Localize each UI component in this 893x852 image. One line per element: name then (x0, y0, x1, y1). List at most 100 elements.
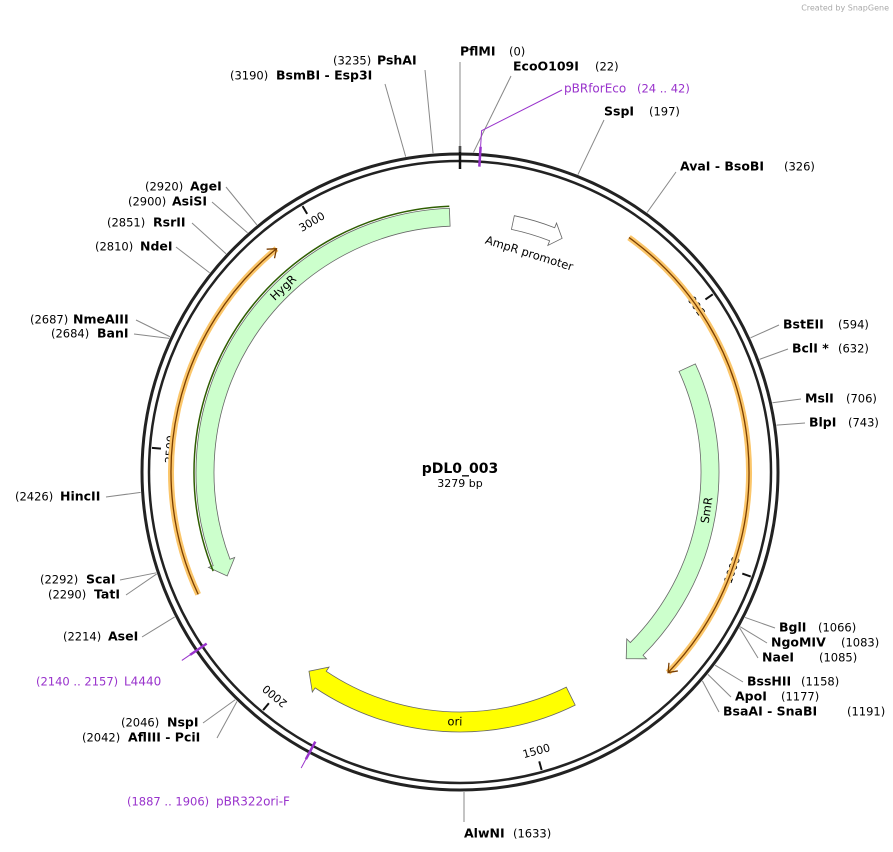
primer-range: (2140 .. 2157) (36, 675, 118, 689)
enzyme-site (424, 69, 434, 154)
tick-label: 3000 (297, 209, 328, 234)
enzyme-position: (594) (838, 318, 869, 332)
feature-arrow (625, 363, 720, 660)
enzyme-position: (1158) (801, 675, 839, 689)
enzyme-position: (22) (595, 60, 619, 74)
enzyme-position: (2290) (48, 588, 86, 602)
primer-mark (189, 642, 208, 656)
enzyme-site (175, 246, 210, 274)
enzyme-site (119, 572, 157, 581)
tick-mark (301, 205, 309, 215)
enzyme-site (135, 319, 171, 338)
enzyme-name: NmeAIII (73, 312, 129, 327)
enzyme-position: (743) (848, 416, 879, 430)
primer-leader (181, 654, 191, 661)
enzyme-site (133, 333, 170, 339)
enzyme-name: BanI (97, 326, 129, 341)
enzyme-name: AseI (108, 629, 138, 644)
enzyme-position: (1066) (818, 621, 856, 635)
enzyme-position: (197) (649, 105, 680, 119)
enzyme-name: AsiSI (172, 194, 207, 209)
enzyme-name: MslI (805, 391, 834, 406)
enzyme-name: AlwNI (464, 826, 505, 841)
primer-mark (304, 741, 317, 760)
tick-mark (741, 572, 752, 578)
feature-arrow (195, 207, 451, 577)
enzyme-site (646, 171, 677, 213)
enzyme-site (772, 398, 802, 404)
enzyme-site (714, 664, 744, 683)
enzyme-site (211, 201, 248, 234)
enzyme-position: (3235) (333, 54, 371, 68)
enzyme-position: (1191) (847, 705, 885, 719)
primer-mark (478, 146, 482, 167)
enzyme-position: (1633) (513, 827, 551, 841)
enzyme-site (202, 699, 236, 724)
enzyme-name: NdeI (140, 239, 173, 254)
enzyme-name: AflIII - PciI (128, 730, 200, 745)
enzyme-position: (2046) (121, 716, 159, 730)
enzyme-name: SspI (604, 104, 634, 119)
feature-label: ori (447, 714, 462, 728)
enzyme-name: BssHII (747, 674, 791, 689)
plasmid-name: pDL0_003 (422, 461, 499, 477)
enzyme-site (776, 422, 806, 426)
enzyme-position: (2810) (95, 240, 133, 254)
enzyme-site (707, 673, 732, 698)
enzyme-name: BlpI (809, 415, 836, 430)
enzyme-name: BsaAI - SnaBI (723, 704, 817, 719)
enzyme-position: (1177) (781, 690, 819, 704)
enzyme-name: PshAI (377, 53, 417, 68)
enzyme-position: (2292) (40, 573, 78, 587)
tick-mark (538, 761, 543, 771)
tick-mark (262, 702, 270, 711)
enzyme-name: AgeI (190, 179, 222, 194)
primer-leader (480, 89, 563, 147)
enzyme-name: TatI (94, 587, 120, 602)
enzyme-position: (2900) (128, 195, 166, 209)
enzyme-position: (326) (784, 160, 815, 174)
enzyme-position: (2920) (145, 180, 183, 194)
tick-mark (704, 293, 714, 301)
watermark: Created by SnapGene (801, 4, 889, 13)
orf-head (667, 662, 678, 674)
feature-arrow (308, 666, 576, 733)
enzyme-name: NgoMIV (771, 635, 826, 650)
enzyme-site (384, 83, 407, 157)
enzyme-name: NaeI (762, 650, 794, 665)
enzyme-name: AvaI - BsoBI (680, 159, 764, 174)
primer-range: (1887 .. 1906) (127, 795, 209, 809)
enzyme-site (473, 75, 512, 153)
enzyme-site (577, 119, 605, 175)
tick-label: 2000 (260, 682, 290, 710)
feature-arrow (510, 215, 563, 247)
primer-name: pBR322ori-F (216, 795, 290, 809)
enzyme-site (141, 616, 175, 638)
primer-leader (300, 759, 307, 769)
enzyme-name: HincII (60, 489, 100, 504)
enzyme-name: PflMI (460, 44, 496, 59)
feature-label: SmR (698, 496, 716, 524)
enzyme-position: (2042) (82, 731, 120, 745)
enzyme-name: BglI (779, 620, 806, 635)
enzyme-site (191, 222, 227, 255)
enzyme-name: BclI * (792, 341, 829, 356)
primer-name: L4440 (124, 675, 161, 689)
feature-orf-line (193, 205, 450, 572)
plasmid-size: 3279 bp (437, 477, 482, 490)
enzyme-position: (706) (846, 392, 877, 406)
enzyme-site (750, 324, 780, 339)
enzyme-position: (1085) (819, 651, 857, 665)
enzyme-position: (2687) (30, 313, 68, 327)
orf-line (628, 237, 750, 674)
orf-head (266, 248, 278, 259)
enzyme-name: BsmBI - Esp3I (276, 68, 372, 83)
enzyme-position: (3190) (230, 69, 268, 83)
enzyme-site (125, 573, 157, 596)
orf-line (170, 248, 277, 595)
enzyme-position: (2426) (15, 490, 53, 504)
enzyme-name: EcoO109I (513, 59, 579, 74)
enzyme-site (216, 701, 238, 739)
enzyme-site (739, 626, 768, 644)
